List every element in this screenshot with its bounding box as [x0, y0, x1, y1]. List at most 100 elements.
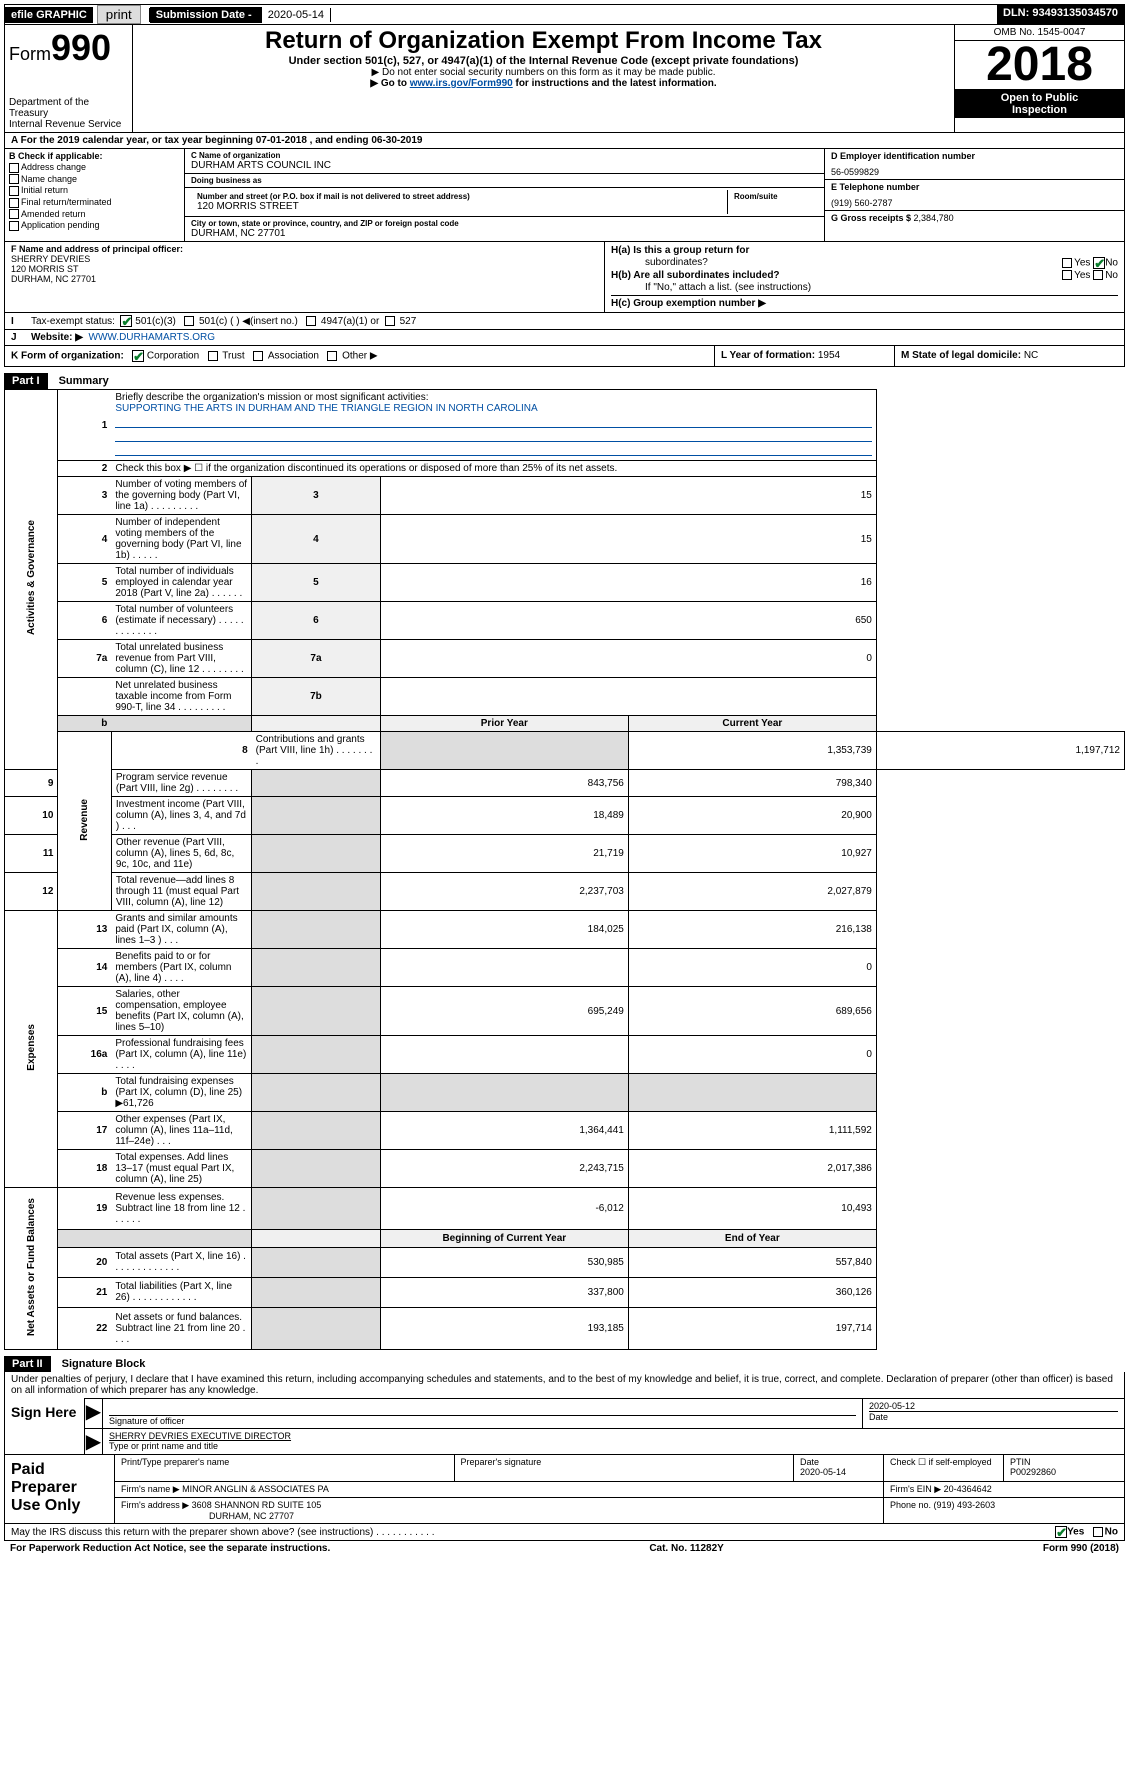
line18-text: Total expenses. Add lines 13–17 (must eq… [111, 1150, 251, 1188]
line9-cy: 798,340 [628, 770, 876, 797]
ha-label: H(a) Is this a group return for [611, 245, 749, 256]
ha-yes-checkbox[interactable] [1062, 258, 1072, 268]
chk-amended-return[interactable]: Amended return [9, 209, 180, 220]
open-line1: Open to Public [957, 92, 1122, 104]
tax-year: 2018 [955, 41, 1124, 89]
prep-sig-label: Preparer's signature [461, 1457, 788, 1467]
line9-text: Program service revenue (Part VIII, line… [111, 770, 251, 797]
line15-py: 695,249 [380, 987, 628, 1036]
signature-block: Under penalties of perjury, I declare th… [4, 1372, 1125, 1524]
line17-text: Other expenses (Part IX, column (A), lin… [111, 1112, 251, 1150]
discuss-yes-checkbox[interactable] [1055, 1526, 1067, 1538]
line13-py: 184,025 [380, 911, 628, 949]
print-button[interactable]: print [97, 5, 141, 24]
dept-treasury: Department of the Treasury [9, 97, 128, 119]
irs-form990-link[interactable]: www.irs.gov/Form990 [410, 78, 513, 89]
line7b-value [380, 678, 876, 716]
section-fh: F Name and address of principal officer:… [4, 241, 1125, 313]
l-label: L Year of formation: [721, 350, 818, 361]
chk-501c[interactable] [184, 316, 194, 326]
d-ein-label: D Employer identification number [831, 151, 1118, 161]
hb-note: If "No," attach a list. (see instruction… [611, 282, 1118, 293]
opt-4947: 4947(a)(1) or [321, 316, 379, 327]
line11-cy: 10,927 [628, 835, 876, 873]
chk-initial-return[interactable]: Initial return [9, 185, 180, 196]
hb-yes-checkbox[interactable] [1062, 270, 1072, 280]
prep-date-label: Date [800, 1457, 877, 1467]
opt-501c3: 501(c)(3) [135, 316, 176, 327]
line10-cy: 20,900 [628, 797, 876, 835]
sign-here-label: Sign Here [5, 1398, 85, 1454]
firm-ein-value: 20-4364642 [944, 1484, 992, 1494]
sig-officer-label: Signature of officer [109, 1415, 856, 1426]
type-name-label: Type or print name and title [109, 1441, 1118, 1451]
chk-corporation[interactable] [132, 350, 144, 362]
prep-date-value: 2020-05-14 [800, 1467, 877, 1477]
chk-501c3[interactable] [120, 315, 132, 327]
self-employed-check: Check ☐ if self-employed [884, 1455, 1004, 1481]
dln-label: DLN: 93493135034570 [997, 5, 1124, 24]
discuss-no-checkbox[interactable] [1093, 1527, 1103, 1537]
website-link[interactable]: WWW.DURHAMARTS.ORG [89, 332, 215, 343]
tab-governance-label: Activities & Governance [26, 512, 37, 643]
line20-cy: 557,840 [628, 1247, 876, 1277]
chk-other[interactable] [327, 351, 337, 361]
line18-cy: 2,017,386 [628, 1150, 876, 1188]
row-j-website: J Website: ▶ WWW.DURHAMARTS.ORG [4, 330, 1125, 346]
row-klm: K Form of organization: Corporation Trus… [4, 346, 1125, 367]
ha-label2: subordinates? [611, 257, 708, 269]
line17-py: 1,364,441 [380, 1112, 628, 1150]
ptin-label: PTIN [1010, 1457, 1118, 1467]
opt-assoc: Association [268, 351, 319, 362]
discuss-question: May the IRS discuss this return with the… [11, 1527, 435, 1538]
phone-value: (919) 560-2787 [831, 198, 1118, 208]
line19-text: Revenue less expenses. Subtract line 18 … [111, 1188, 251, 1230]
line16a-text: Professional fundraising fees (Part IX, … [111, 1036, 251, 1074]
col-h-group: H(a) Is this a group return for subordin… [604, 242, 1124, 312]
opt-501c: 501(c) ( ) ◀(insert no.) [199, 316, 298, 327]
section-bcde: B Check if applicable: Address change Na… [4, 149, 1125, 241]
line3-text: Number of voting members of the governin… [111, 477, 251, 515]
tab-net-label: Net Assets or Fund Balances [26, 1190, 37, 1344]
form-note-ssn: ▶ Do not enter social security numbers o… [139, 67, 948, 78]
ha-no-checkbox[interactable] [1093, 257, 1105, 269]
city-label: City or town, state or province, country… [191, 219, 818, 228]
tab-expenses-label: Expenses [26, 1016, 37, 1079]
street-value: 120 MORRIS STREET [197, 201, 721, 212]
part-i-header-row: Part I Summary [4, 367, 1125, 389]
row-i-tax-status: I Tax-exempt status: 501(c)(3) 501(c) ( … [4, 313, 1125, 330]
chk-address-change[interactable]: Address change [9, 162, 180, 173]
chk-4947[interactable] [306, 316, 316, 326]
line10-py: 18,489 [380, 797, 628, 835]
line19-cy: 10,493 [628, 1188, 876, 1230]
cat-number: Cat. No. 11282Y [649, 1543, 723, 1554]
chk-name-change[interactable]: Name change [9, 174, 180, 185]
part-i-title: Summary [59, 375, 109, 387]
chk-application-pending[interactable]: Application pending [9, 220, 180, 231]
line8-cy: 1,197,712 [876, 732, 1124, 770]
line7a-text: Total unrelated business revenue from Pa… [111, 640, 251, 678]
line11-py: 21,719 [380, 835, 628, 873]
part-i-badge: Part I [4, 373, 48, 389]
g-gross-label: G Gross receipts $ [831, 213, 914, 223]
part-ii-title: Signature Block [62, 1358, 146, 1370]
line12-cy: 2,027,879 [628, 873, 876, 911]
line6-text: Total number of volunteers (estimate if … [111, 602, 251, 640]
chk-527[interactable] [385, 316, 395, 326]
irs-label: Internal Revenue Service [9, 119, 128, 130]
chk-trust[interactable] [208, 351, 218, 361]
prior-year-header: Prior Year [380, 716, 628, 732]
chk-association[interactable] [253, 351, 263, 361]
line16a-py [380, 1036, 628, 1074]
line7a-value: 0 [380, 640, 876, 678]
form-subtitle: Under section 501(c), 527, or 4947(a)(1)… [139, 55, 948, 67]
line15-cy: 689,656 [628, 987, 876, 1036]
officer-city: DURHAM, NC 27701 [11, 274, 598, 284]
j-label: Website: ▶ [31, 332, 83, 343]
line14-text: Benefits paid to or for members (Part IX… [111, 949, 251, 987]
officer-name: SHERRY DEVRIES [11, 254, 598, 264]
goto-prefix: ▶ Go to [370, 78, 409, 89]
discuss-no-label: No [1105, 1527, 1118, 1538]
line21-py: 337,800 [380, 1277, 628, 1307]
chk-final-return[interactable]: Final return/terminated [9, 197, 180, 208]
